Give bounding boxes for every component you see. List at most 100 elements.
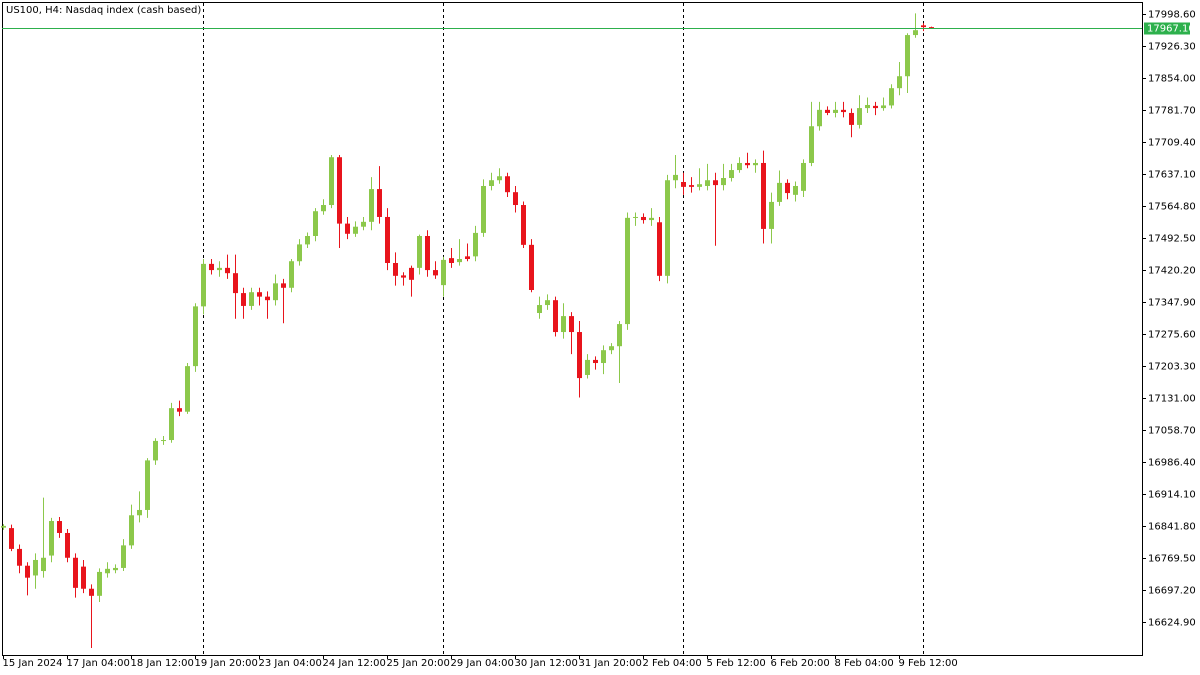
y-tick-label: 16841.80 xyxy=(1148,522,1196,533)
candle-body xyxy=(129,515,134,546)
candle-body xyxy=(33,559,38,576)
candle-body xyxy=(1,525,6,528)
candle-body xyxy=(753,162,758,166)
y-tick-label: 17854.00 xyxy=(1148,74,1196,85)
candle-body xyxy=(889,88,894,106)
candle-body xyxy=(673,174,678,181)
candle-body xyxy=(145,460,150,510)
x-tick-label: 2 Feb 04:00 xyxy=(643,658,702,669)
candle-body xyxy=(737,162,742,171)
candle-body xyxy=(801,162,806,191)
candle-body xyxy=(97,571,102,596)
candle-body xyxy=(25,565,30,578)
candle-body xyxy=(817,109,822,127)
candle-body xyxy=(705,180,710,186)
candle-body xyxy=(545,300,550,306)
x-tick-label: 30 Jan 12:00 xyxy=(515,658,578,669)
y-tick-label: 16769.50 xyxy=(1148,554,1196,565)
y-tick-label: 17998.60 xyxy=(1148,10,1196,21)
candle-body xyxy=(433,270,438,276)
candle-body xyxy=(105,568,110,574)
candle-body xyxy=(849,112,854,125)
candle-body xyxy=(865,104,870,109)
candle-body xyxy=(777,182,782,202)
y-tick-label: 17564.80 xyxy=(1148,202,1196,213)
candle-body xyxy=(913,30,918,36)
candle-body xyxy=(689,185,694,187)
candle-body xyxy=(449,258,454,263)
candle-body xyxy=(41,557,46,572)
y-tick-label: 16624.90 xyxy=(1148,618,1196,629)
period-separators xyxy=(203,3,924,655)
candle-body xyxy=(209,263,214,271)
y-tick-label: 16914.10 xyxy=(1148,490,1196,501)
candle-body xyxy=(281,283,286,288)
candle-body xyxy=(681,182,686,187)
x-tick-label: 8 Feb 04:00 xyxy=(835,658,894,669)
candle-body xyxy=(201,263,206,307)
candle-body xyxy=(337,157,342,224)
candle-body xyxy=(553,300,558,333)
candle-body xyxy=(761,162,766,229)
candle-body xyxy=(929,27,934,29)
candle-body xyxy=(409,267,414,280)
candle-body xyxy=(305,235,310,245)
candle-body xyxy=(697,184,702,187)
candle-body xyxy=(17,548,22,566)
candle-body xyxy=(273,283,278,301)
candle-body xyxy=(905,35,910,77)
x-tick-label: 24 Jan 12:00 xyxy=(323,658,386,669)
candle-body xyxy=(153,440,158,461)
x-tick-label: 25 Jan 20:00 xyxy=(387,658,450,669)
x-tick-label: 19 Jan 20:00 xyxy=(195,658,258,669)
candle-body xyxy=(233,273,238,294)
candle-body xyxy=(769,201,774,229)
candle-body xyxy=(169,408,174,441)
candle-body xyxy=(441,259,446,286)
y-tick-label: 17420.20 xyxy=(1148,266,1196,277)
candle-body xyxy=(465,256,470,260)
candle-body xyxy=(297,244,302,262)
candle-body xyxy=(161,440,166,442)
candle-body xyxy=(313,211,318,236)
y-tick-label: 17347.90 xyxy=(1148,298,1196,309)
candle-body xyxy=(721,178,726,186)
y-tick-label: 17275.60 xyxy=(1148,330,1196,341)
y-tick-label: 17926.30 xyxy=(1148,42,1196,53)
candle-body xyxy=(257,292,262,297)
candle-body xyxy=(457,259,462,263)
candle-body xyxy=(329,157,334,206)
candle-body xyxy=(113,567,118,571)
candle-body xyxy=(425,235,430,271)
candle-body xyxy=(809,126,814,163)
candle-body xyxy=(585,359,590,375)
chart-title: US100, H4: Nasdaq index (cash based) xyxy=(6,5,201,16)
candle-body xyxy=(265,296,270,301)
candle-body xyxy=(65,532,70,558)
x-tick-label: 5 Feb 12:00 xyxy=(707,658,766,669)
price-label: 17967.10 xyxy=(1147,24,1195,35)
candle-body xyxy=(729,170,734,179)
candle-body xyxy=(641,216,646,221)
candle-body xyxy=(225,267,230,274)
candle-body xyxy=(665,180,670,276)
candle-body xyxy=(417,235,422,268)
price-label-box xyxy=(1144,22,1190,35)
candle-body xyxy=(353,226,358,234)
candle-body xyxy=(513,192,518,206)
candle-body xyxy=(489,180,494,186)
candle-body xyxy=(601,350,606,364)
x-tick-label: 9 Feb 12:00 xyxy=(899,658,958,669)
candle-body xyxy=(369,189,374,222)
candle-body xyxy=(881,105,886,109)
candle-body xyxy=(529,244,534,290)
x-tick-label: 29 Jan 04:00 xyxy=(451,658,514,669)
y-tick-label: 17709.40 xyxy=(1148,138,1196,149)
candle-body xyxy=(825,109,830,113)
x-tick-label: 18 Jan 12:00 xyxy=(131,658,194,669)
candle-body xyxy=(625,217,630,325)
candle-body xyxy=(89,588,94,596)
candle-body xyxy=(401,275,406,278)
candle-body xyxy=(745,162,750,166)
